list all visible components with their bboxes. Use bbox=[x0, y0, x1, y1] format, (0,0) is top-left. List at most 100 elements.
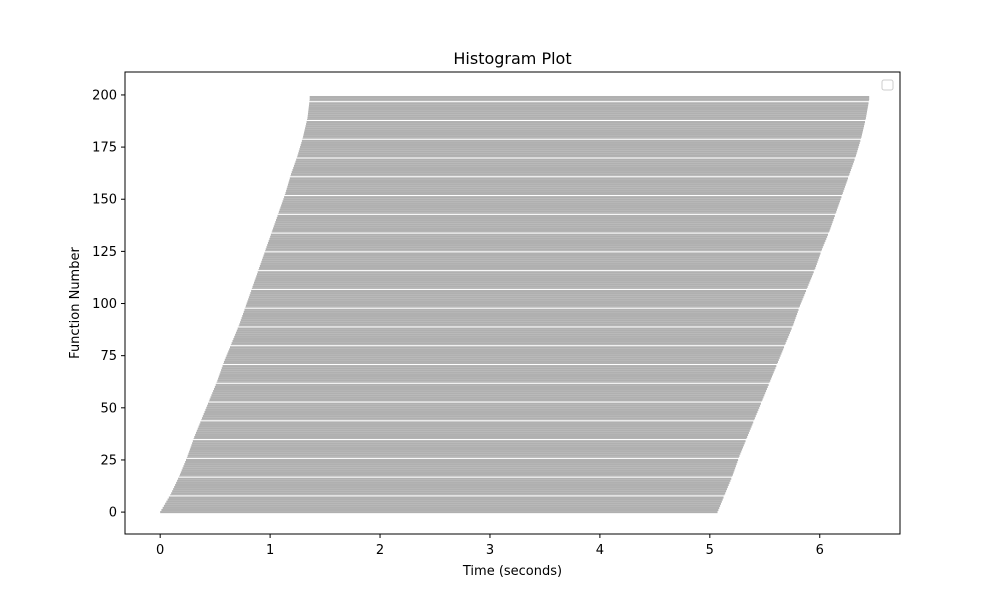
y-tick-label: 175 bbox=[92, 141, 117, 156]
bar bbox=[262, 256, 820, 259]
bar bbox=[185, 461, 738, 464]
bar bbox=[195, 431, 749, 434]
bar bbox=[231, 342, 786, 345]
bar bbox=[296, 156, 856, 158]
bar bbox=[243, 310, 798, 313]
bar bbox=[213, 390, 767, 393]
bar bbox=[182, 467, 736, 470]
bar bbox=[204, 410, 758, 414]
bar bbox=[167, 498, 723, 501]
bar bbox=[228, 350, 783, 353]
bar bbox=[273, 227, 831, 230]
bar bbox=[237, 327, 792, 330]
x-tick-label: 0 bbox=[156, 543, 164, 558]
bar bbox=[205, 408, 759, 411]
x-tick-label: 3 bbox=[486, 543, 494, 558]
bar bbox=[271, 231, 829, 233]
bar bbox=[243, 312, 798, 315]
bar bbox=[258, 269, 815, 271]
bar bbox=[179, 473, 733, 476]
bar bbox=[295, 160, 854, 163]
bar bbox=[290, 173, 850, 176]
bar bbox=[218, 377, 772, 380]
y-axis-ticks: 0 25 50 75 100 125 150 175 200 bbox=[92, 88, 125, 521]
bar bbox=[251, 289, 807, 293]
bar bbox=[184, 463, 737, 466]
bar bbox=[307, 118, 866, 120]
bar bbox=[170, 494, 725, 496]
y-tick-label: 75 bbox=[100, 349, 117, 364]
bar bbox=[213, 388, 767, 391]
y-tick-label: 0 bbox=[109, 506, 117, 521]
bar bbox=[293, 166, 852, 169]
bar bbox=[302, 137, 861, 139]
bar bbox=[282, 200, 840, 203]
bar bbox=[309, 95, 870, 99]
bar bbox=[161, 508, 719, 512]
bar bbox=[221, 369, 775, 372]
bar bbox=[227, 352, 782, 355]
bar bbox=[202, 415, 756, 418]
bar bbox=[199, 423, 753, 426]
y-tick-label: 50 bbox=[100, 401, 117, 416]
bar bbox=[187, 454, 740, 457]
bar bbox=[189, 448, 743, 451]
bar bbox=[172, 490, 727, 493]
bar bbox=[266, 246, 823, 249]
bar bbox=[255, 277, 812, 280]
bar bbox=[281, 204, 839, 207]
bar bbox=[278, 212, 836, 214]
bar bbox=[246, 302, 801, 305]
bar bbox=[297, 154, 857, 157]
bar bbox=[214, 385, 768, 388]
bar bbox=[194, 435, 748, 439]
bar bbox=[277, 214, 835, 217]
bar bbox=[240, 321, 795, 324]
bar bbox=[306, 121, 865, 124]
bar bbox=[272, 229, 830, 232]
bar bbox=[210, 396, 764, 399]
bar bbox=[287, 183, 846, 186]
bar bbox=[232, 340, 787, 343]
bar bbox=[230, 346, 785, 349]
bar bbox=[254, 279, 811, 282]
bar bbox=[251, 287, 807, 289]
bar bbox=[160, 511, 718, 514]
bar bbox=[198, 425, 752, 428]
bar bbox=[298, 150, 858, 153]
bar bbox=[201, 417, 755, 420]
bar bbox=[307, 114, 867, 117]
bar bbox=[209, 398, 763, 401]
bar bbox=[284, 196, 842, 199]
bar bbox=[174, 486, 728, 489]
bar bbox=[256, 273, 813, 276]
x-axis-label: Time (seconds) bbox=[462, 564, 562, 579]
bar bbox=[283, 198, 841, 201]
bar bbox=[305, 125, 864, 128]
bar bbox=[259, 264, 817, 268]
bar bbox=[165, 502, 721, 505]
bar bbox=[223, 360, 778, 363]
bar bbox=[307, 116, 866, 119]
bar bbox=[299, 148, 858, 151]
bar bbox=[176, 481, 730, 484]
bar bbox=[179, 475, 733, 477]
bar bbox=[222, 365, 777, 368]
bar bbox=[288, 181, 847, 184]
bar bbox=[186, 458, 739, 461]
y-tick-label: 150 bbox=[92, 193, 117, 208]
bar bbox=[242, 314, 797, 318]
bar bbox=[235, 331, 790, 334]
bar bbox=[224, 358, 779, 361]
x-tick-label: 6 bbox=[816, 543, 824, 558]
bar bbox=[308, 110, 868, 113]
bar bbox=[262, 258, 819, 261]
bar bbox=[263, 254, 820, 257]
bar bbox=[215, 383, 769, 386]
bar bbox=[286, 189, 844, 192]
legend-box bbox=[881, 79, 894, 91]
bar bbox=[292, 168, 851, 172]
bar bbox=[196, 429, 750, 432]
bar bbox=[219, 373, 773, 376]
